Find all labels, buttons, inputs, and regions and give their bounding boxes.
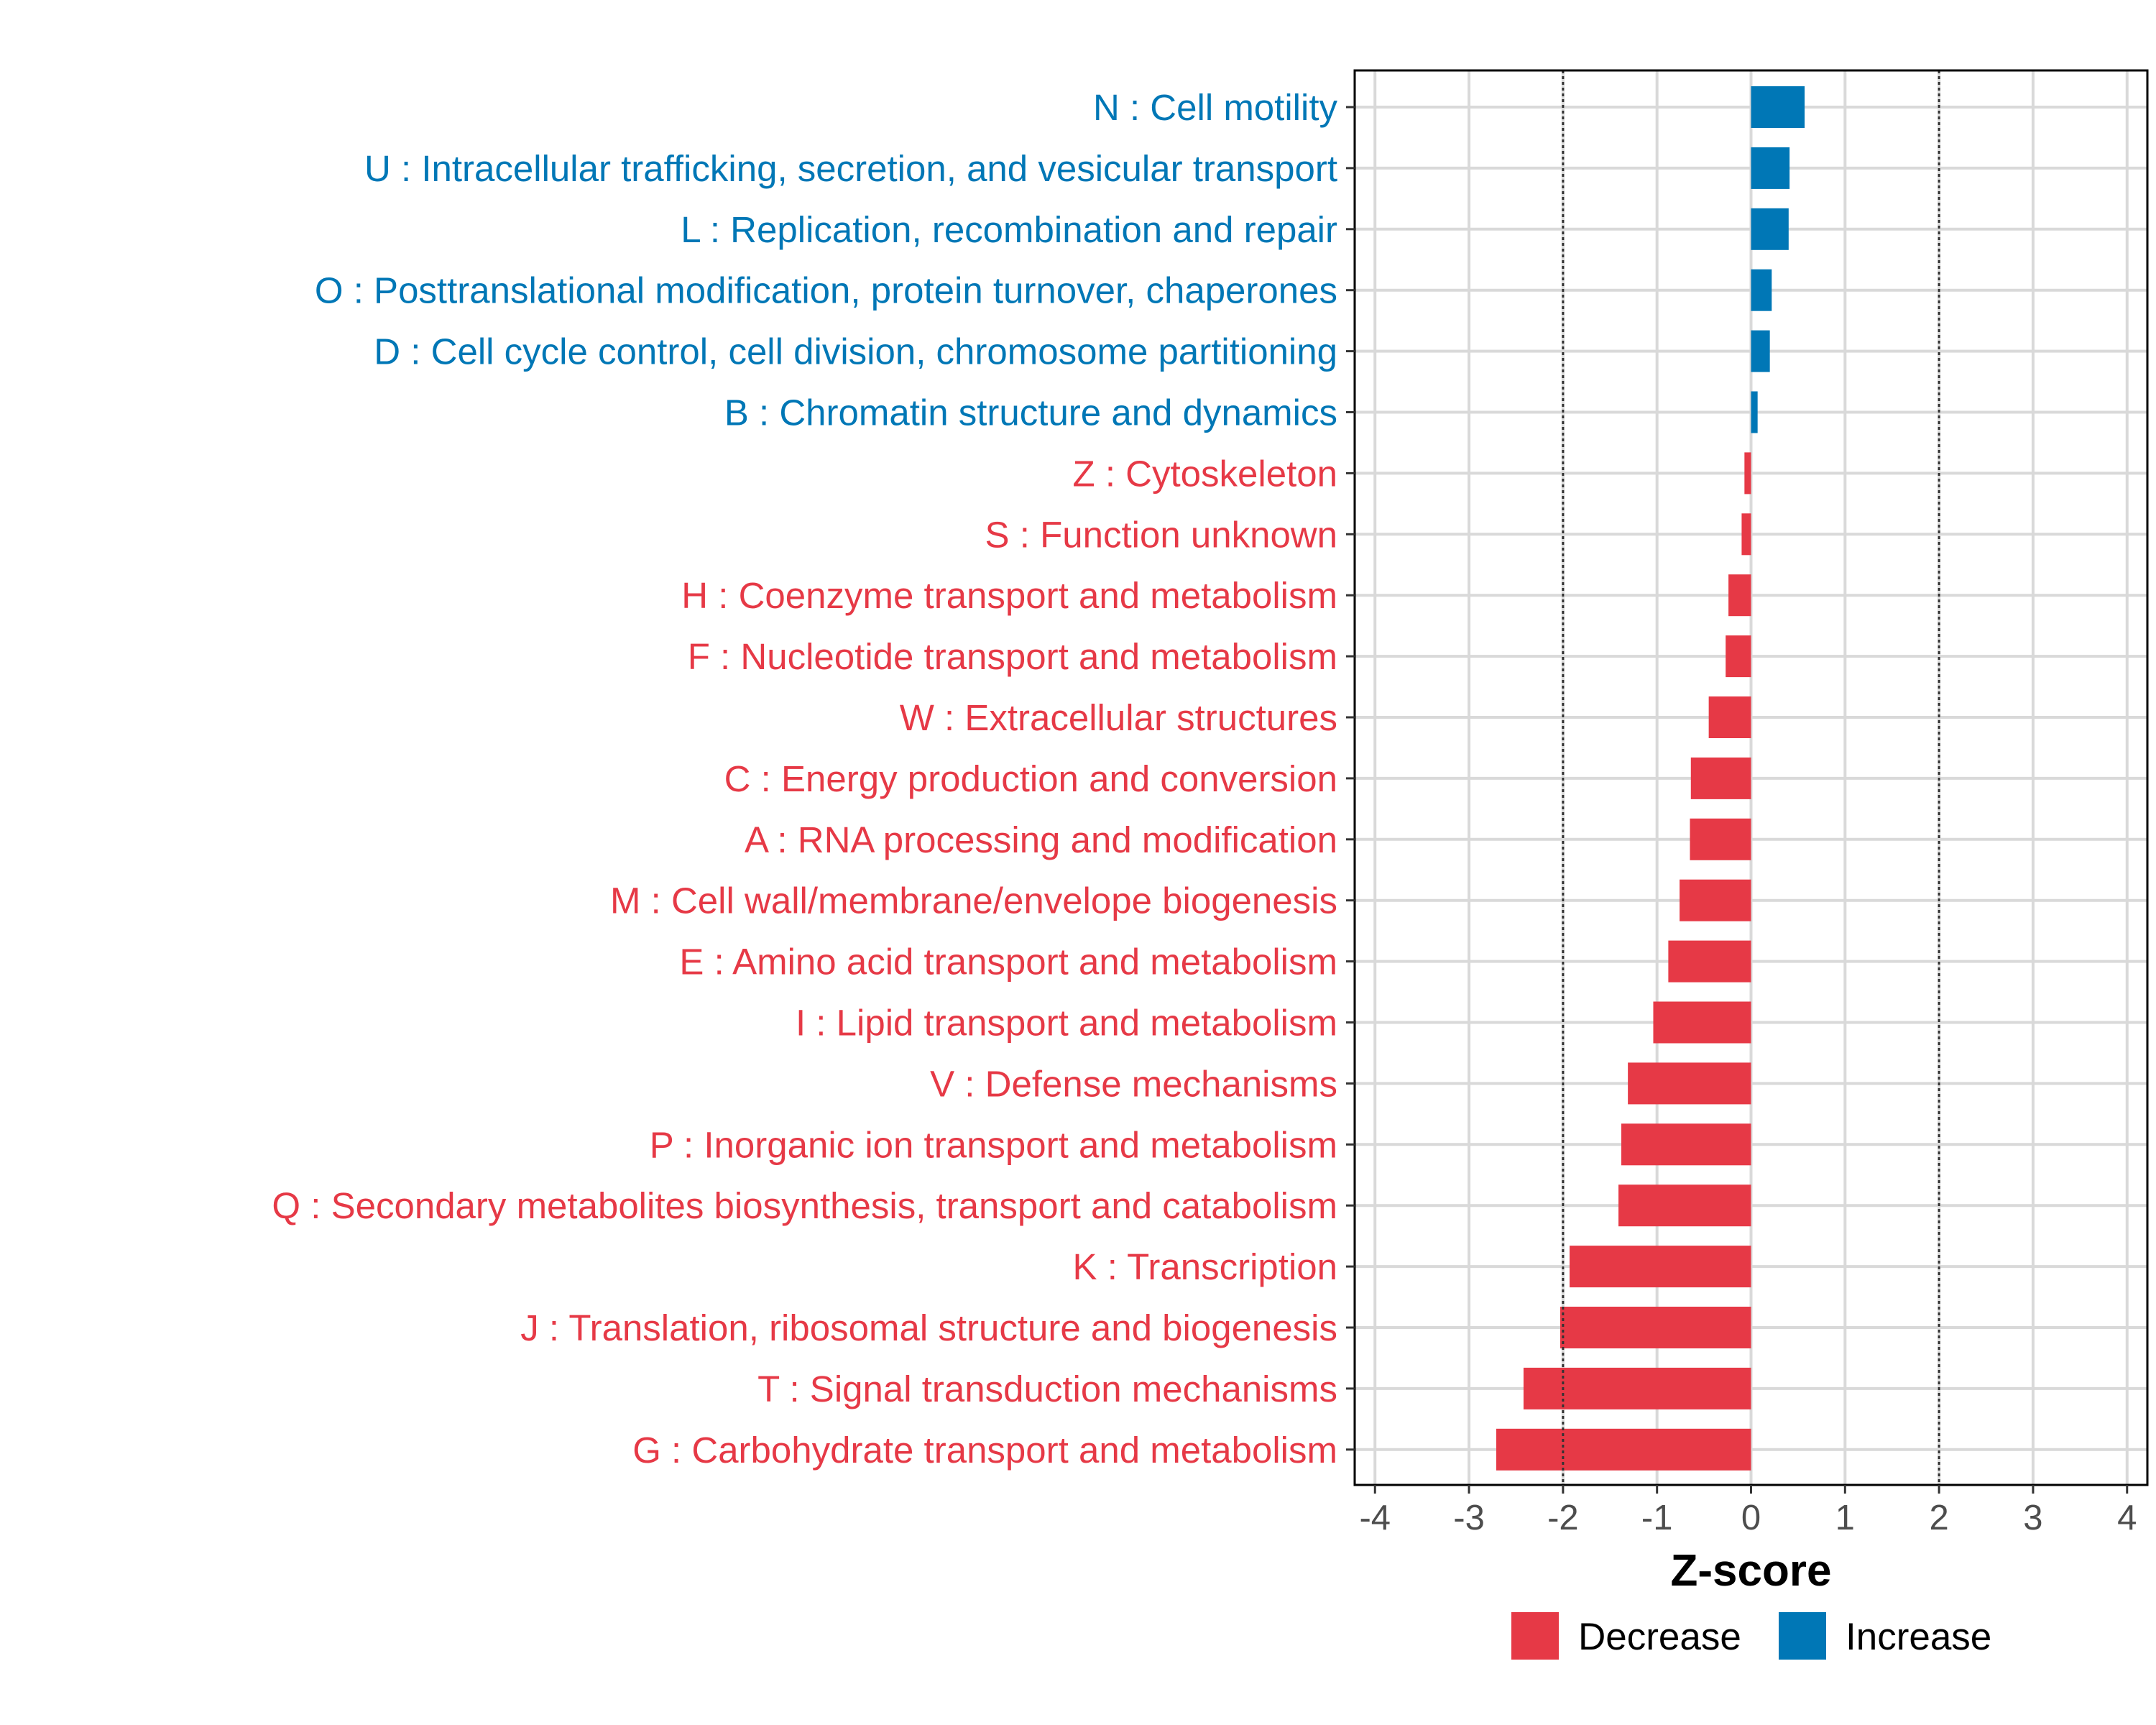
bar-s bbox=[1741, 513, 1751, 556]
x-tick-label: -1 bbox=[1641, 1499, 1673, 1537]
legend-label-increase: Increase bbox=[1846, 1616, 1991, 1658]
bar-t bbox=[1523, 1367, 1751, 1409]
bar-l bbox=[1751, 208, 1789, 250]
bar-w bbox=[1708, 696, 1751, 738]
x-tick-label: 4 bbox=[2117, 1499, 2137, 1537]
x-axis-title: Z-score bbox=[1671, 1546, 1832, 1596]
x-tick-label: -4 bbox=[1359, 1499, 1391, 1537]
category-label: I : Lipid transport and metabolism bbox=[796, 1003, 1337, 1044]
x-axis: -4 -3 -2 -1 0 1 2 3 4 bbox=[1359, 1485, 2137, 1537]
category-label: P : Inorganic ion transport and metaboli… bbox=[650, 1124, 1337, 1165]
y-axis: N : Cell motility U : Intracellular traff… bbox=[272, 87, 1355, 1471]
category-label: T : Signal transduction mechanisms bbox=[757, 1368, 1337, 1409]
category-label: G : Carbohydrate transport and metabolis… bbox=[632, 1430, 1337, 1471]
category-label: Z : Cytoskeleton bbox=[1073, 453, 1337, 494]
category-label: N : Cell motility bbox=[1093, 87, 1338, 128]
bar-z bbox=[1744, 452, 1751, 494]
bar-a bbox=[1690, 818, 1751, 860]
bar-k bbox=[1570, 1246, 1751, 1288]
legend: Decrease Increase bbox=[1511, 1612, 1991, 1660]
bar-u bbox=[1751, 147, 1790, 189]
bar-o bbox=[1751, 269, 1772, 311]
category-label: S : Function unknown bbox=[985, 514, 1337, 555]
bar-d bbox=[1751, 330, 1770, 372]
category-label: D : Cell cycle control, cell division, c… bbox=[374, 331, 1337, 372]
bar-g bbox=[1496, 1428, 1751, 1471]
bar-p bbox=[1621, 1123, 1751, 1166]
bar-i bbox=[1653, 1001, 1751, 1044]
category-label: M : Cell wall/membrane/envelope biogenes… bbox=[610, 880, 1337, 921]
bar-f bbox=[1726, 635, 1751, 678]
bar-e bbox=[1668, 940, 1751, 983]
bar-j bbox=[1560, 1307, 1751, 1348]
category-label: J : Translation, ribosomal structure and… bbox=[520, 1307, 1337, 1348]
bar-b bbox=[1751, 391, 1758, 433]
bars-layer bbox=[1496, 86, 1805, 1471]
bar-c bbox=[1690, 757, 1751, 799]
bar-v bbox=[1628, 1062, 1751, 1105]
x-tick-label: -2 bbox=[1547, 1499, 1579, 1537]
category-label: K : Transcription bbox=[1073, 1246, 1337, 1287]
category-label: E : Amino acid transport and metabolism bbox=[679, 942, 1337, 983]
category-label: O : Posttranslational modification, prot… bbox=[315, 270, 1337, 311]
category-label: H : Coenzyme transport and metabolism bbox=[681, 575, 1337, 616]
category-label: C : Energy production and conversion bbox=[724, 758, 1337, 799]
bar-q bbox=[1618, 1184, 1751, 1227]
reference-lines bbox=[1562, 70, 1940, 1485]
x-tick-label: 0 bbox=[1741, 1499, 1761, 1537]
category-label: L : Replication, recombination and repai… bbox=[681, 209, 1337, 250]
x-tick-label: -3 bbox=[1453, 1499, 1485, 1537]
legend-swatch-decrease bbox=[1511, 1612, 1559, 1660]
category-label: Q : Secondary metabolites biosynthesis, … bbox=[272, 1185, 1337, 1226]
legend-swatch-increase bbox=[1779, 1612, 1826, 1660]
category-label: V : Defense mechanisms bbox=[930, 1063, 1337, 1104]
category-label: B : Chromatin structure and dynamics bbox=[724, 392, 1337, 433]
legend-label-decrease: Decrease bbox=[1578, 1616, 1741, 1658]
x-tick-label: 3 bbox=[2023, 1499, 2042, 1537]
category-label: U : Intracellular trafficking, secretion… bbox=[364, 148, 1337, 189]
x-tick-label: 1 bbox=[1835, 1499, 1855, 1537]
category-label: A : RNA processing and modification bbox=[745, 819, 1337, 860]
x-tick-label: 2 bbox=[1929, 1499, 1948, 1537]
bar-m bbox=[1680, 879, 1751, 921]
bar-h bbox=[1728, 574, 1751, 617]
bar-n bbox=[1751, 86, 1805, 128]
category-label: F : Nucleotide transport and metabolism bbox=[688, 636, 1337, 677]
category-label: W : Extracellular structures bbox=[900, 697, 1337, 738]
